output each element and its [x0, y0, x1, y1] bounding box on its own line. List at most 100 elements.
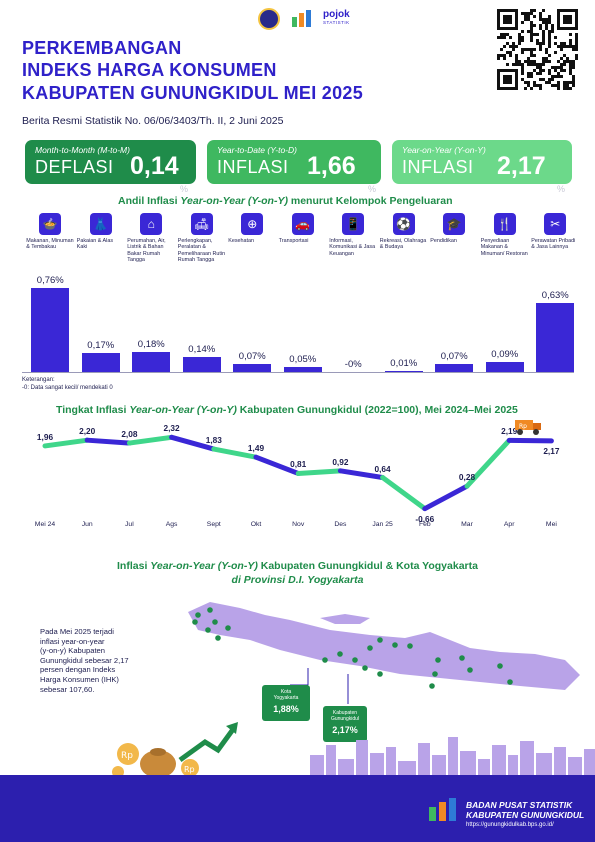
health-icon: ⊕ [241, 213, 264, 235]
title-part: Kabupaten Gunungkidul (2022=100), Mei 20… [236, 404, 518, 416]
line-segment [422, 483, 470, 512]
title-part: Tingkat Inflasi [56, 404, 130, 416]
category-label: Informasi, Komunikasi & Jasa Keuangan [329, 238, 376, 257]
bar [384, 370, 423, 372]
house-icon: ⌂ [140, 213, 163, 235]
bar-baseline [22, 372, 574, 373]
line-segment [295, 468, 343, 476]
map-section-title: Inflasi Year-on-Year (Y-on-Y) Kabupaten … [0, 560, 595, 572]
map-island-shape [188, 602, 580, 690]
line-segment [380, 475, 428, 512]
summary-paragraph: Pada Mei 2025 terjadi inflasi year-on-yea… [40, 627, 150, 694]
map-section-title-line2: di Provinsi D.I. Yogyakarta [231, 574, 364, 586]
bar [334, 371, 373, 372]
logo-subtext: STATISTIK [323, 20, 350, 25]
category-label: Kesehatan [228, 238, 255, 244]
stat-kind: INFLASI [402, 157, 474, 177]
bar-section-title: Andil Inflasi Year-on-Year (Y-on-Y) menu… [118, 195, 453, 207]
month-label: Sept [206, 521, 221, 528]
title-part-italic: Year-on-Year (Y-on-Y) [129, 404, 237, 416]
line-chart: 1,96 Mei 24 2,20 Jun 2,08 Jul 2,32 Ags 1,83 Sept 1… [0, 415, 595, 545]
city-name: Kota [280, 689, 292, 695]
bar [485, 362, 524, 372]
stat-kind: INFLASI [217, 157, 289, 177]
city-box-yogyakarta: Kota Yogyakarta 1,88% [262, 685, 310, 721]
title-part-italic: Year-on-Year (Y-on-Y) [150, 560, 258, 572]
city-name: Kabupaten [332, 710, 358, 716]
category-label: Rekreasi, Olahraga & Budaya [379, 238, 427, 251]
line-segment [169, 434, 217, 452]
bar [132, 352, 171, 372]
category-label: Makanan, Minuman & Tembakau [26, 238, 74, 251]
line-segment [42, 437, 90, 449]
bar-value-label: -0% [344, 358, 362, 370]
bar-value-label: 0,63% [541, 289, 569, 301]
coins-illustration: Rp Rp [110, 720, 240, 778]
footer-bps-logo [427, 797, 461, 823]
car-icon: 🚗 [291, 213, 314, 235]
title-part: menurut Kelompok Pengeluaran [287, 195, 453, 207]
bar-value-label: 0,09% [491, 349, 519, 361]
category-label: Pakaian & Alas Kaki [76, 238, 114, 251]
month-label: Mei [545, 521, 557, 528]
city-value: 2,17% [332, 725, 358, 735]
restaurant-icon: 🍴 [493, 213, 516, 235]
line-value-label: -0,66 [415, 513, 435, 524]
pct-sign-ytd: % [368, 184, 377, 194]
line-value-label: 2,20 [79, 426, 96, 437]
bar-chart: 🍲 Makanan, Minuman & Tembakau 0,76% 👗 Pakaia… [0, 205, 595, 380]
city-skyline [310, 735, 595, 777]
qr-code[interactable] [497, 9, 578, 90]
line-value-label: 0,64 [374, 463, 391, 474]
line-value-label: 0,81 [290, 459, 307, 470]
title-part: Andil Inflasi [118, 195, 181, 207]
category-label: Perawatan Pribadi & Jasa Lainnya [531, 238, 576, 251]
footer-org-line1: BADAN PUSAT STATISTIK [466, 800, 573, 810]
line-section-title: Tingkat Inflasi Year-on-Year (Y-on-Y) Ka… [56, 404, 518, 416]
line-value-label: 2,32 [163, 423, 180, 434]
line-value-label: 2,17 [543, 445, 560, 456]
stat-label: Month-to-Month (M-to-M) [35, 145, 130, 155]
bar [81, 353, 120, 372]
category-label: Penyediaan Makanan & Minuman/ Restoran [480, 238, 528, 257]
month-label: Apr [503, 521, 515, 528]
month-label: Feb [418, 521, 431, 528]
bar [31, 288, 70, 372]
line-segment [464, 437, 512, 489]
truck-icon: Rp [515, 418, 543, 436]
bar-value-label: 0,07% [238, 351, 266, 363]
clothing-icon: 👗 [89, 213, 112, 235]
title-line-3: KABUPATEN GUNUNGKIDUL MEI 2025 [22, 83, 364, 103]
furniture-icon: 🛋 [190, 213, 213, 235]
footer-url-link[interactable]: https://gunungkidulkab.bps.go.id/ [466, 822, 554, 828]
logo-text: pojok [323, 9, 350, 20]
bar-value-label: 0,14% [188, 343, 216, 355]
city-name: Yogyakarta [273, 695, 299, 701]
month-label: Mar [461, 521, 473, 528]
city-name: Gunungkidul [330, 716, 360, 722]
category-label: Transportasi [278, 238, 309, 244]
bar-value-label: 0,05% [289, 353, 317, 365]
paragraph-line: sebesar 107,60. [40, 684, 95, 694]
stat-value: 0,14 [130, 152, 179, 180]
phone-icon: 📱 [342, 213, 365, 235]
bps-logo-icon [290, 9, 316, 29]
graduation-icon: 🎓 [443, 213, 466, 235]
java-map [170, 590, 590, 730]
title-part-italic: Year-on-Year (Y-on-Y) [180, 195, 288, 207]
svg-text:Rp: Rp [184, 765, 195, 774]
map-island-small [320, 614, 370, 624]
stat-value: 1,66 [307, 152, 356, 180]
category-label: Pendidikan [430, 238, 457, 244]
title-part: Inflasi [117, 560, 151, 572]
footer-bar [0, 775, 595, 842]
line-segment [337, 468, 386, 481]
stat-card-mtm: Month-to-Month (M-to-M) DEFLASI 0,14 [25, 140, 196, 184]
paragraph-line: persen dengan Indeks [40, 665, 116, 675]
footer-org-line2: KABUPATEN GUNUNGKIDUL [466, 810, 585, 820]
pojok-statistik-logo: pojok STATISTIK [323, 9, 350, 25]
line-value-label: 2,19 [501, 426, 518, 437]
bar [283, 366, 322, 372]
title-line-2: INDEKS HARGA KONSUMEN [22, 60, 277, 80]
line-segment [84, 437, 132, 446]
